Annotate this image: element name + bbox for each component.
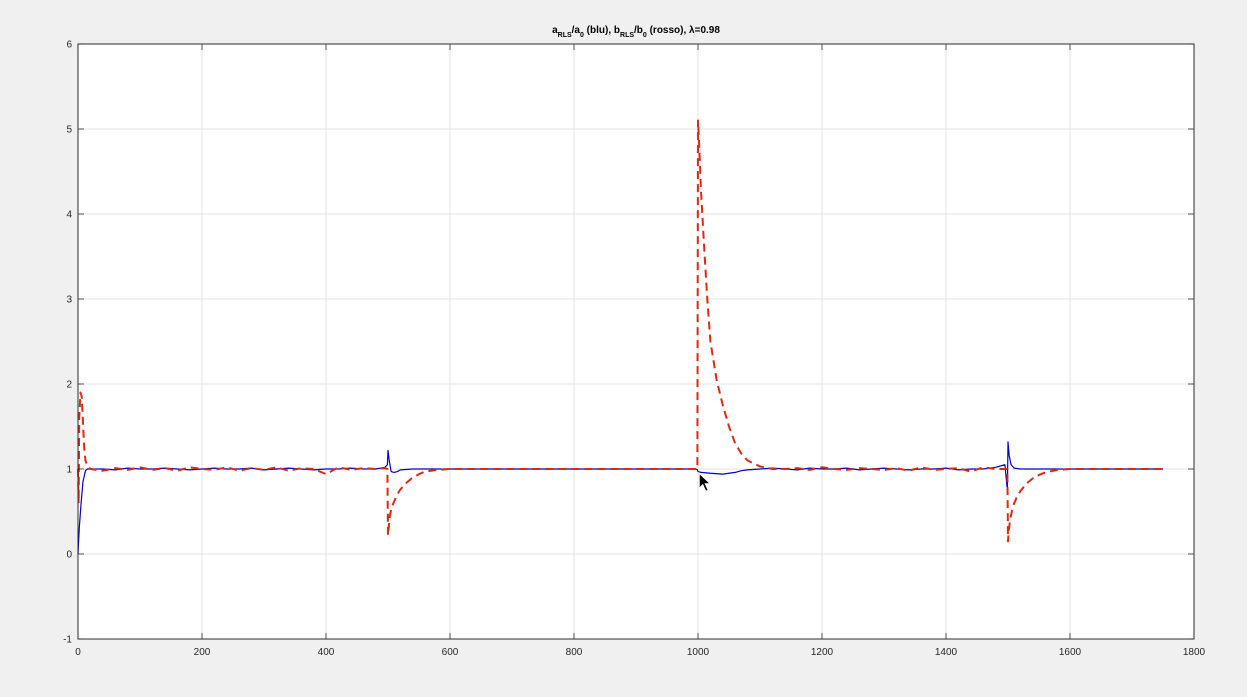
axes-area[interactable] — [77, 43, 1195, 640]
chart-title: aRLS/a0 (blu), bRLS/b0 (rosso), λ=0.98 — [552, 25, 720, 39]
x-tick-label: 1600 — [1059, 647, 1082, 658]
mouse-cursor-icon — [698, 472, 712, 492]
series-group — [77, 119, 1163, 555]
series-line-red — [77, 119, 1163, 543]
x-tick-label: 600 — [442, 647, 459, 658]
x-tick-label: 1400 — [935, 647, 958, 658]
x-tick-label: 0 — [75, 647, 81, 658]
x-tick-label: 1000 — [687, 647, 710, 658]
y-tick-label: 3 — [66, 295, 72, 306]
cursor-arrow-icon — [698, 472, 712, 492]
y-tick-label: 5 — [66, 125, 72, 136]
x-tick-label: 1800 — [1183, 647, 1206, 658]
x-tick-label: 400 — [318, 647, 335, 658]
tick-marks — [77, 43, 1195, 640]
y-tick-label: 6 — [66, 40, 72, 51]
y-tick-labels: -1 0 1 2 3 4 5 6 — [63, 40, 72, 646]
x-tick-label: 200 — [194, 647, 211, 658]
x-tick-label: 1200 — [811, 647, 834, 658]
y-tick-label: 0 — [66, 550, 72, 561]
y-tick-label: -1 — [63, 635, 72, 646]
x-tick-label: 800 — [566, 647, 583, 658]
y-tick-label: 2 — [66, 380, 72, 391]
y-tick-label: 4 — [66, 210, 72, 221]
y-tick-label: 1 — [66, 465, 72, 476]
x-tick-labels: 0 200 400 600 800 1000 1200 1400 1600 1800 — [75, 647, 1205, 658]
axes-border — [77, 43, 1195, 640]
